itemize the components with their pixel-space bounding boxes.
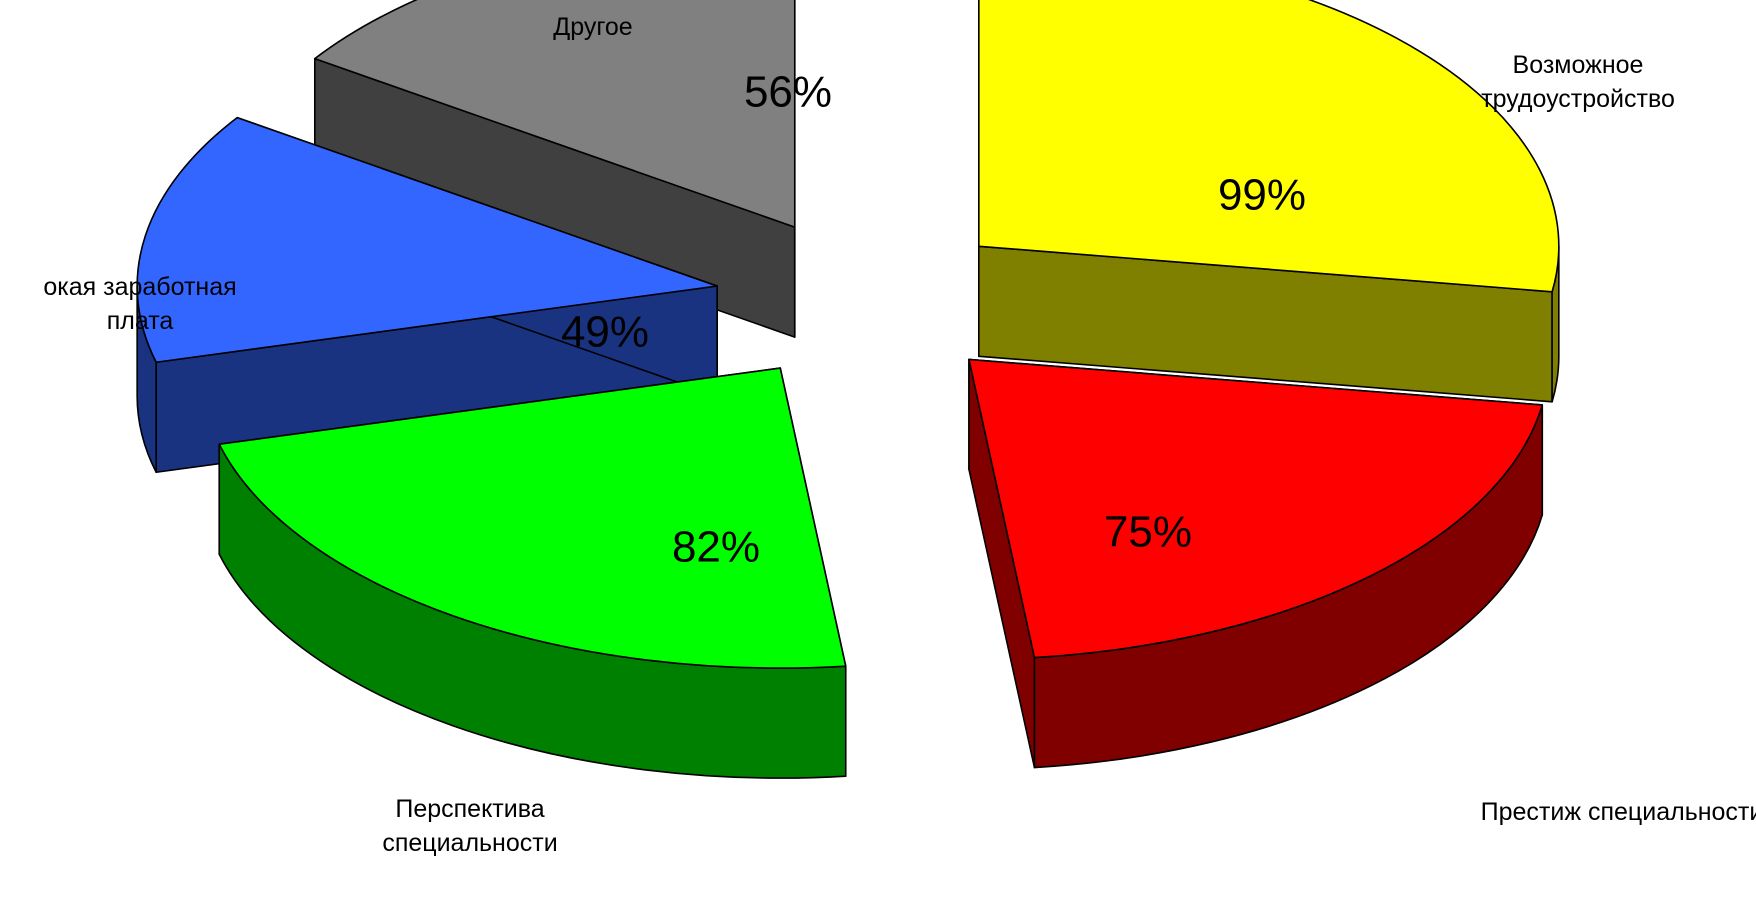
category-label-3: Перспектива специальности bbox=[382, 795, 557, 857]
value-label-5: 56% bbox=[744, 68, 832, 117]
slice-4-top bbox=[136, 116, 718, 364]
slice-1 bbox=[978, 0, 1560, 403]
value-label-4: 49% bbox=[561, 308, 649, 357]
category-label-3-line-2: специальности bbox=[382, 829, 557, 857]
slice-2-top bbox=[968, 358, 1544, 659]
slice-2 bbox=[968, 358, 1544, 769]
category-label-1-line-1: Возможное bbox=[1513, 51, 1644, 79]
category-label-2: Престиж специальности bbox=[1481, 798, 1756, 826]
slice-5 bbox=[313, 0, 796, 338]
category-label-5: Другое bbox=[553, 13, 632, 41]
slice-5-top bbox=[313, 0, 796, 228]
category-label-4-line-2: плата bbox=[107, 307, 174, 335]
value-label-1: 99% bbox=[1218, 171, 1306, 220]
value-label-2: 75% bbox=[1104, 508, 1192, 557]
slice-3 bbox=[218, 367, 847, 779]
category-label-3-line-1: Перспектива bbox=[395, 795, 544, 823]
category-label-1-line-2: трудоустройство bbox=[1481, 85, 1675, 113]
category-label-1: Возможное трудоустройство bbox=[1481, 51, 1675, 113]
category-label-4: окая заработная плата bbox=[43, 273, 236, 335]
slice-1-top bbox=[978, 0, 1560, 293]
slice-4 bbox=[136, 116, 718, 474]
category-label-5-line-1: Другое bbox=[553, 13, 632, 41]
category-label-4-line-1: окая заработная bbox=[43, 273, 236, 301]
category-label-2-line-1: Престиж специальности bbox=[1481, 798, 1756, 826]
slice-3-top bbox=[218, 367, 847, 669]
value-label-3: 82% bbox=[672, 523, 760, 572]
